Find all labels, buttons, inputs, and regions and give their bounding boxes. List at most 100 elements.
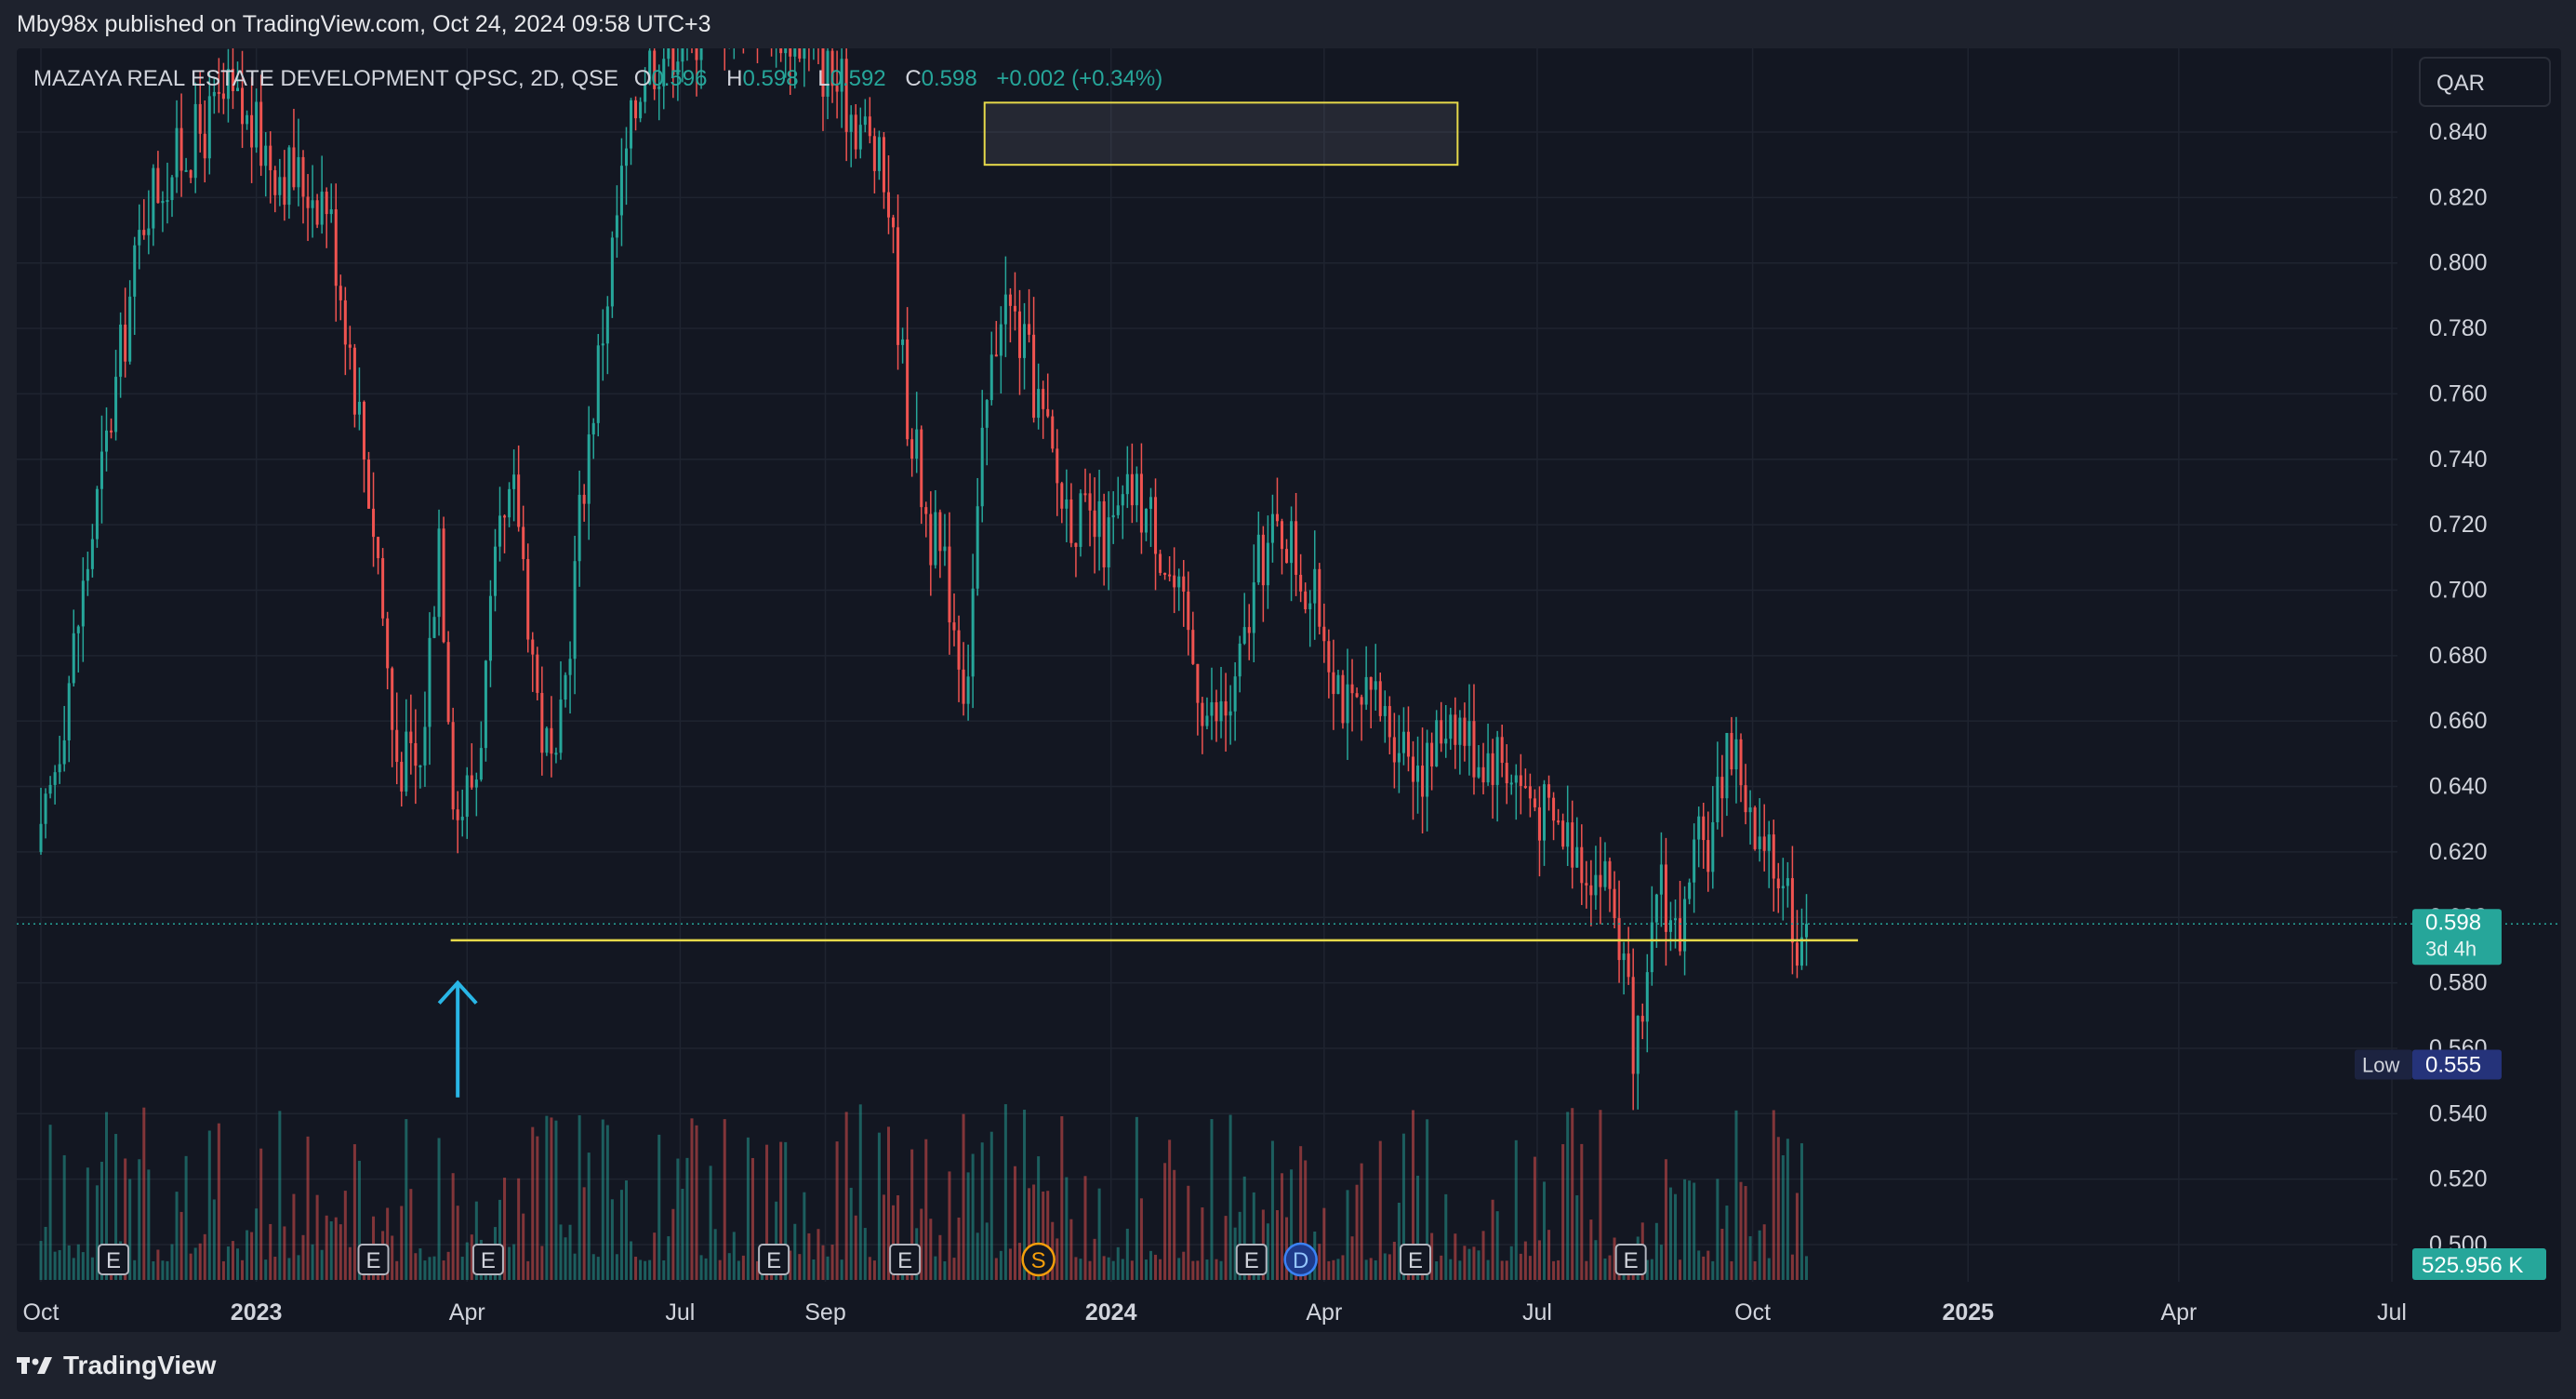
volume-bar — [1290, 1169, 1294, 1280]
event-marker-e[interactable]: E — [357, 1244, 390, 1275]
volume-bar — [1388, 1254, 1391, 1280]
candle-body — [484, 660, 487, 749]
candle-body — [1481, 766, 1485, 783]
candle-body — [1781, 886, 1785, 889]
tradingview-logo-icon — [17, 1357, 52, 1374]
time-tick-label: Jul — [665, 1299, 695, 1326]
event-marker-e[interactable]: E — [889, 1244, 922, 1275]
event-marker-s[interactable]: S — [1021, 1242, 1056, 1277]
candle-body — [630, 100, 633, 149]
candle-body — [798, 48, 802, 59]
volume-bar — [1650, 1259, 1653, 1280]
candle-body — [1392, 737, 1396, 763]
resistance-zone-box[interactable] — [983, 101, 1459, 167]
volume-bar — [1688, 1180, 1692, 1280]
event-label: S — [1031, 1248, 1046, 1273]
price-axis[interactable]: 0.840 0.820 0.800 0.780 0.760 0.740 0.720 0.700… — [2429, 119, 2488, 1258]
volume-bar — [1481, 1231, 1485, 1280]
candle-body — [460, 817, 464, 820]
time-tick-label: Oct — [23, 1299, 60, 1326]
volume-bar — [329, 1220, 333, 1280]
time-axis[interactable]: Oct 2023 Apr Jul Sep 2024 Apr Jul Oct 2025 Apr Jul — [23, 1299, 2407, 1326]
candle-body — [1139, 473, 1143, 533]
candle-body — [948, 546, 951, 623]
volume-bar — [1528, 1256, 1532, 1280]
event-marker-e[interactable]: E — [1235, 1244, 1268, 1275]
candle-body — [1295, 521, 1298, 575]
volume-bar — [1187, 1185, 1190, 1280]
time-tick-label: Apr — [449, 1299, 485, 1326]
volume-bar — [301, 1234, 305, 1280]
volume-bar — [1266, 1223, 1269, 1280]
price-tick-label: 0.620 — [2429, 839, 2488, 865]
candle-body — [203, 133, 206, 159]
candle-body — [104, 430, 109, 452]
candle-body — [938, 512, 942, 552]
volume-bar — [207, 1130, 211, 1280]
volume-bar — [1252, 1192, 1255, 1280]
candle-body — [517, 474, 521, 527]
volume-bar — [161, 1260, 165, 1280]
candle-body — [1514, 775, 1518, 783]
candle-body — [1060, 483, 1064, 509]
candle-body — [1369, 676, 1373, 690]
candle-body — [1585, 883, 1588, 886]
candle-body — [924, 507, 928, 514]
candle-body — [1599, 874, 1602, 887]
candle-body — [226, 69, 230, 100]
volume-bar — [142, 1107, 146, 1280]
low-value: 0.592 — [830, 66, 886, 91]
volume-bar — [320, 1249, 324, 1280]
event-marker-e[interactable]: E — [1400, 1244, 1432, 1275]
candle-body — [1654, 894, 1658, 923]
volume-bar — [821, 1245, 825, 1280]
candle-body — [1144, 509, 1148, 533]
volume-bar — [578, 1114, 581, 1280]
candle-body — [1013, 305, 1016, 312]
volume-bar — [1693, 1182, 1696, 1280]
volume-bar — [498, 1199, 502, 1280]
volume-bar — [1734, 1110, 1738, 1280]
volume-bar — [994, 1258, 998, 1280]
currency-button[interactable]: QAR — [2419, 57, 2551, 107]
volume-bar — [962, 1113, 965, 1280]
candle-body — [886, 192, 891, 218]
candle-body — [446, 642, 450, 723]
event-marker-e[interactable]: E — [1614, 1244, 1647, 1275]
volume-bar — [1182, 1251, 1186, 1280]
candle-body — [784, 48, 788, 54]
candle-body — [1163, 572, 1167, 575]
event-marker-e[interactable]: E — [758, 1244, 790, 1275]
volume-bar — [198, 1243, 202, 1280]
candle-body — [591, 422, 595, 435]
volume-bar — [1177, 1258, 1181, 1280]
event-marker-e[interactable]: E — [98, 1244, 130, 1275]
candle-body — [779, 48, 783, 54]
volume-bar — [789, 1250, 792, 1280]
svg-text:MAZAYA REAL ESTATE DEVELOPMENT: MAZAYA REAL ESTATE DEVELOPMENT QPSC, 2D,… — [33, 66, 1162, 91]
volume-bar — [1046, 1191, 1050, 1280]
volume-bar — [1426, 1119, 1429, 1280]
volume-bar — [582, 1187, 586, 1280]
volume-bar — [1107, 1257, 1110, 1280]
volume-bar — [1486, 1259, 1490, 1280]
candle-body — [671, 48, 675, 75]
tradingview-brand[interactable]: TradingView — [17, 1339, 216, 1392]
volume-bar — [1477, 1250, 1481, 1280]
candle-body — [1111, 514, 1115, 518]
candlestick-chart[interactable]: E E E E E S E D E E MAZAYA REAL ESTATE DEVELOPMEN… — [17, 48, 2561, 1332]
chart-frame[interactable]: E E E E E S E D E E MAZAYA REAL ESTATE DEVELOPMEN… — [17, 48, 2561, 1332]
open-value: 0.596 — [651, 66, 707, 91]
volume-bar — [765, 1144, 769, 1280]
event-marker-d[interactable]: D — [1283, 1242, 1318, 1277]
volume-bar — [526, 1260, 530, 1280]
up-arrow-drawing[interactable] — [437, 979, 478, 1098]
event-marker-e[interactable]: E — [471, 1244, 504, 1275]
candle-body — [1734, 739, 1738, 770]
volume-bar — [685, 1157, 689, 1280]
candle-body — [1266, 542, 1269, 586]
candle-body — [1074, 542, 1078, 547]
volume-bar — [1654, 1222, 1658, 1280]
candle-body — [479, 748, 483, 780]
candle-body — [250, 114, 254, 148]
